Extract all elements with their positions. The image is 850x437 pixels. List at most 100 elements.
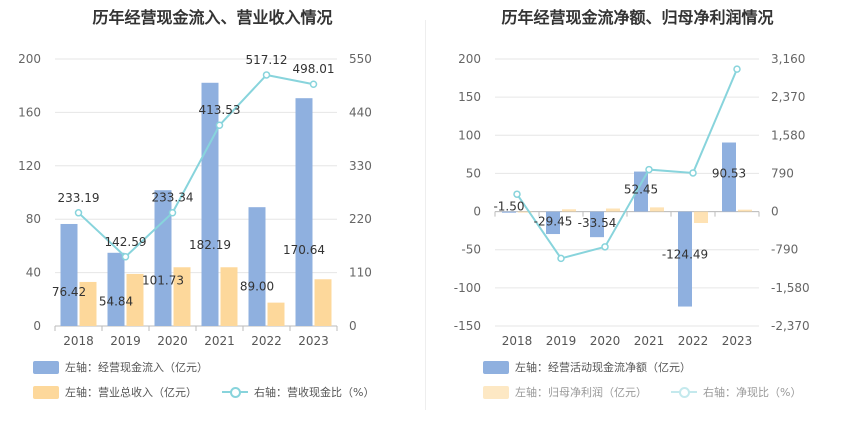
x-axis-tick-label: 2021 — [634, 334, 665, 348]
x-axis-tick-label: 2018 — [502, 334, 533, 348]
x-axis-tick-label: 2018 — [63, 334, 94, 348]
bar-secondary — [650, 207, 664, 212]
bar-value-label: 90.53 — [712, 167, 746, 181]
left-axis-tick-label: -50 — [461, 243, 481, 257]
bar-secondary — [267, 302, 285, 326]
series-line — [516, 68, 738, 260]
series-line — [77, 73, 314, 259]
bar-value-label: -33.54 — [578, 216, 617, 230]
bar-value-label: -124.49 — [662, 247, 708, 261]
legend-label-net-profit: 左轴：归母净利润（亿元） — [515, 386, 647, 399]
bar-secondary — [126, 273, 144, 326]
line-point — [689, 169, 697, 177]
legend-item-net-cash-flow[interactable]: 左轴：经营活动现金流净额（亿元） — [483, 359, 691, 375]
legend-swatch-cash-inflow — [33, 360, 59, 374]
x-axis-tick-label: 2022 — [251, 334, 282, 348]
line-point — [215, 121, 224, 129]
bar-primary — [502, 211, 516, 213]
legend-swatch-net-cash-ratio — [671, 385, 697, 399]
legend-item-cash-revenue-ratio[interactable]: 右轴：营收现金比（%） — [222, 384, 374, 400]
bar-primary — [634, 171, 648, 212]
right-axis-tick-label: -2,370 — [771, 319, 810, 333]
bar-value-label: 182.19 — [189, 238, 231, 252]
right-axis-tick-label: 220 — [349, 212, 372, 226]
bar-secondary — [738, 209, 752, 212]
line-point — [557, 254, 565, 263]
bar-primary — [722, 142, 736, 212]
line-point — [513, 190, 521, 198]
legend-swatch-revenue — [33, 385, 59, 399]
bar-secondary — [606, 208, 620, 212]
line-value-label: 142.59 — [105, 235, 147, 249]
right-axis-tick-label: 0 — [771, 205, 779, 219]
bar-primary — [154, 190, 172, 326]
right-axis-tick-label: 790 — [771, 166, 794, 180]
bar-secondary — [694, 211, 708, 224]
right-axis-tick-label: 2,370 — [771, 90, 805, 104]
line-value-label: 517.12 — [246, 53, 288, 67]
line-point — [601, 243, 609, 251]
legend-label-cash-inflow: 左轴：经营现金流入（亿元） — [65, 361, 208, 374]
bar-value-label: 170.64 — [283, 243, 325, 257]
chart-title-left: 历年经营现金流入、营业收入情况 — [92, 8, 333, 27]
bar-primary — [295, 98, 313, 326]
bar-value-label: -1.50 — [493, 200, 524, 214]
bar-value-label: -29.45 — [534, 215, 573, 229]
bar-secondary — [173, 267, 191, 326]
x-axis-tick-label: 2023 — [722, 334, 753, 348]
left-axis-tick-label: 160 — [18, 105, 41, 119]
bar-primary — [678, 211, 692, 307]
left-axis-tick-label: 0 — [473, 205, 481, 219]
x-axis-tick-label: 2022 — [678, 334, 709, 348]
left-axis-tick-label: 100 — [458, 128, 481, 142]
bar-primary — [60, 223, 78, 326]
line-value-label: 233.34 — [152, 191, 194, 205]
left-axis-tick-label: 50 — [466, 166, 481, 180]
legend-item-net-cash-ratio[interactable]: 右轴：净现比（%） — [671, 384, 801, 400]
line-value-label: 233.19 — [58, 191, 100, 205]
x-axis-tick-label: 2021 — [204, 334, 235, 348]
line-point — [262, 71, 271, 79]
bar-primary — [201, 82, 219, 326]
chart-svg-left: 0 40 80 120 160 200 0 110 220 330 440 550 2018 2019 20… — [18, 52, 372, 348]
right-axis-tick-label: 0 — [349, 319, 357, 333]
legend-swatch-net-profit — [483, 385, 509, 399]
x-axis-tick-label: 2019 — [110, 334, 141, 348]
right-axis-tick-label: 330 — [349, 159, 372, 173]
left-axis-tick-label: 150 — [458, 90, 481, 104]
chart-svg-right: -150 -100 -50 0 50 100 150 200 -2,370 -1,580 -790 0… — [454, 52, 810, 348]
legend-swatch-net-cash-flow — [483, 360, 509, 374]
bar-primary — [107, 252, 125, 326]
legend-item-revenue[interactable]: 左轴：营业总收入（亿元） — [33, 384, 197, 400]
legend-item-net-profit[interactable]: 左轴：归母净利润（亿元） — [483, 384, 647, 400]
line-value-label: 498.01 — [293, 62, 335, 76]
chart-title-right: 历年经营现金流净额、归母净利润情况 — [501, 8, 774, 27]
right-axis-tick-label: -1,580 — [771, 281, 810, 295]
panel-divider — [425, 20, 426, 410]
line-value-label: 413.53 — [199, 103, 241, 117]
left-axis-tick-label: 0 — [33, 319, 41, 333]
bar-value-label: 76.42 — [52, 285, 86, 299]
bar-primary — [546, 211, 560, 235]
legend-label-revenue: 左轴：营业总收入（亿元） — [65, 386, 197, 399]
bar-value-label: 52.45 — [624, 183, 658, 197]
legend-label-net-cash-flow: 左轴：经营活动现金流净额（亿元） — [515, 361, 691, 374]
legend-swatch-cash-revenue-ratio — [222, 385, 248, 399]
bar-primary — [590, 211, 604, 238]
x-axis-tick-label: 2020 — [157, 334, 188, 348]
bar-secondary — [562, 209, 576, 212]
left-axis-tick-label: 80 — [26, 212, 41, 226]
right-axis-tick-label: 440 — [349, 105, 372, 119]
bar-secondary — [79, 281, 97, 326]
left-axis-tick-label: 40 — [26, 266, 41, 280]
legend-item-cash-inflow[interactable]: 左轴：经营现金流入（亿元） — [33, 359, 208, 375]
line-point — [733, 65, 741, 73]
bar-value-label: 101.73 — [142, 274, 184, 288]
line-point — [168, 208, 177, 217]
line-point — [74, 209, 83, 217]
bar-value-label: 54.84 — [99, 295, 133, 309]
bar-value-label: 89.00 — [240, 279, 274, 293]
line-point — [309, 80, 318, 88]
legend-label-net-cash-ratio: 右轴：净现比（%） — [703, 386, 802, 399]
right-axis-tick-label: 110 — [349, 266, 372, 280]
